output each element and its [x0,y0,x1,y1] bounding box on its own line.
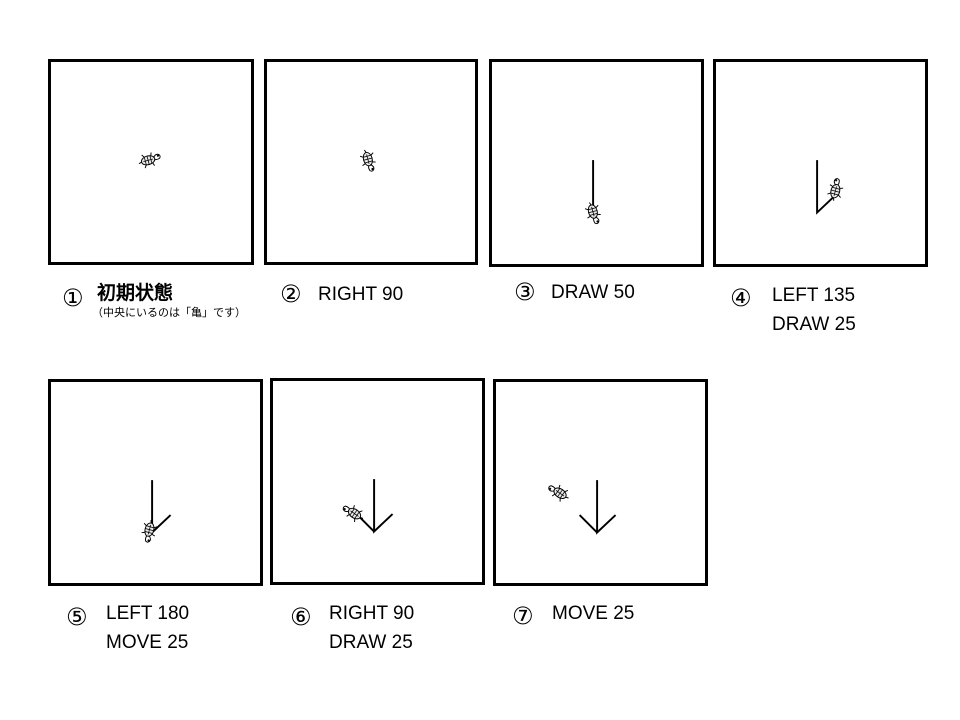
step-4-number: ④ [730,284,752,312]
step-5-command-line-1: LEFT 180 [106,603,190,624]
step-3-number: ③ [514,278,536,306]
step-2-drawing [358,147,379,174]
step-1-canvas [48,59,254,265]
step-3-command-line-1: DRAW 50 [551,282,635,303]
step-4-command-line-2: DRAW 25 [772,314,856,335]
step-6-command-line-1: RIGHT 90 [329,603,415,624]
step-7-drawing [545,479,617,535]
step-3-canvas [489,59,704,267]
step-6-commands: RIGHT 90 DRAW 25 [329,599,414,657]
step-3-drawing [583,160,604,227]
step-4-commands: LEFT 135 DRAW 25 [772,281,856,339]
step-5-number: ⑤ [66,603,88,631]
step-3-commands: DRAW 50 [551,278,635,307]
drawn-line [816,160,837,215]
step-7-command-line-1: MOVE 25 [552,603,635,624]
drawn-line [151,480,172,535]
step-7-commands: MOVE 25 [552,599,634,628]
step-5-canvas [48,379,263,586]
drawn-line [596,480,617,535]
step-5-commands: LEFT 180 MOVE 25 [106,599,189,657]
turtle-icon [545,479,573,505]
drawn-line [373,479,394,534]
turtle-icon [139,518,160,545]
step-1-title: 初期状態 [97,282,174,304]
turtle-icon [358,147,379,174]
drawn-line [578,514,598,534]
step-7-number: ⑦ [512,602,534,630]
step-7-canvas [493,379,708,586]
step-6-command-line-2: DRAW 25 [329,632,413,653]
step-2-command-line-1: RIGHT 90 [318,284,404,305]
step-5-drawing [139,480,172,545]
step-6-number: ⑥ [290,603,312,631]
step-1-number: ① [62,284,84,312]
step-2-number: ② [280,280,302,308]
turtle-icon [825,176,846,203]
step-1-drawing [136,149,163,170]
step-5-command-line-2: MOVE 25 [106,632,189,653]
step-1-note: （中央にいるのは「亀」です） [92,306,246,319]
step-6-drawing [339,479,394,534]
step-4-canvas [713,59,928,267]
step-4-command-line-1: LEFT 135 [772,285,856,306]
step-4-drawing [816,160,846,215]
turtle-icon [136,149,163,170]
step-2-commands: RIGHT 90 [318,280,403,309]
step-2-canvas [264,59,478,265]
step-6-canvas [270,378,485,585]
